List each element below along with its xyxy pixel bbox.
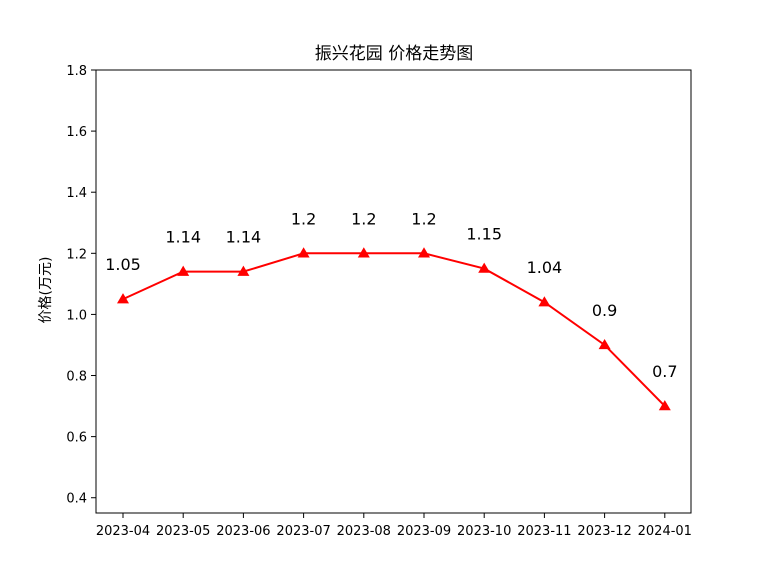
y-tick-label: 0.8 xyxy=(66,370,87,385)
x-tick-label: 2023-07 xyxy=(276,524,330,539)
x-tick-label: 2023-12 xyxy=(577,524,631,539)
x-tick-label: 2023-04 xyxy=(96,524,150,539)
data-point-marker xyxy=(478,262,491,273)
x-tick-label: 2023-11 xyxy=(517,524,571,539)
data-value-label: 0.9 xyxy=(592,301,617,320)
y-axis-label: 价格(万元) xyxy=(38,257,54,324)
data-value-label: 1.05 xyxy=(105,255,141,274)
y-tick-label: 1.8 xyxy=(66,64,87,79)
y-tick-label: 0.6 xyxy=(66,431,87,446)
chart-title: 振兴花园 价格走势图 xyxy=(315,44,473,64)
data-value-label: 1.14 xyxy=(165,228,201,247)
y-tick-label: 1.2 xyxy=(66,247,87,262)
data-value-label: 1.2 xyxy=(291,209,316,228)
x-tick-label: 2023-10 xyxy=(457,524,511,539)
data-point-marker xyxy=(598,338,611,350)
data-point-marker xyxy=(117,293,129,304)
x-tick-label: 2024-01 xyxy=(638,524,692,539)
data-point-marker xyxy=(297,247,310,258)
data-point-marker xyxy=(357,247,370,258)
data-point-marker xyxy=(237,265,250,276)
data-value-label: 1.04 xyxy=(527,258,563,277)
data-point-marker xyxy=(658,400,671,411)
x-tick-label: 2023-09 xyxy=(397,524,451,539)
y-tick-label: 0.4 xyxy=(66,492,87,507)
y-tick-label: 1.6 xyxy=(66,125,87,140)
x-tick-label: 2023-08 xyxy=(337,524,391,539)
data-point-marker xyxy=(177,265,190,276)
data-value-label: 1.15 xyxy=(466,225,502,244)
data-value-label: 1.2 xyxy=(411,209,436,228)
plot-area-frame xyxy=(95,69,692,514)
x-tick-label: 2023-05 xyxy=(156,524,210,539)
data-point-marker xyxy=(538,296,551,307)
data-value-label: 1.2 xyxy=(351,209,376,228)
y-tick-label: 1.0 xyxy=(66,308,87,323)
data-value-label: 0.7 xyxy=(652,362,677,381)
data-point-marker xyxy=(418,247,430,258)
y-tick-label: 1.4 xyxy=(66,186,87,201)
data-value-label: 1.14 xyxy=(226,228,262,247)
x-tick-label: 2023-06 xyxy=(216,524,270,539)
series-line xyxy=(122,252,666,407)
